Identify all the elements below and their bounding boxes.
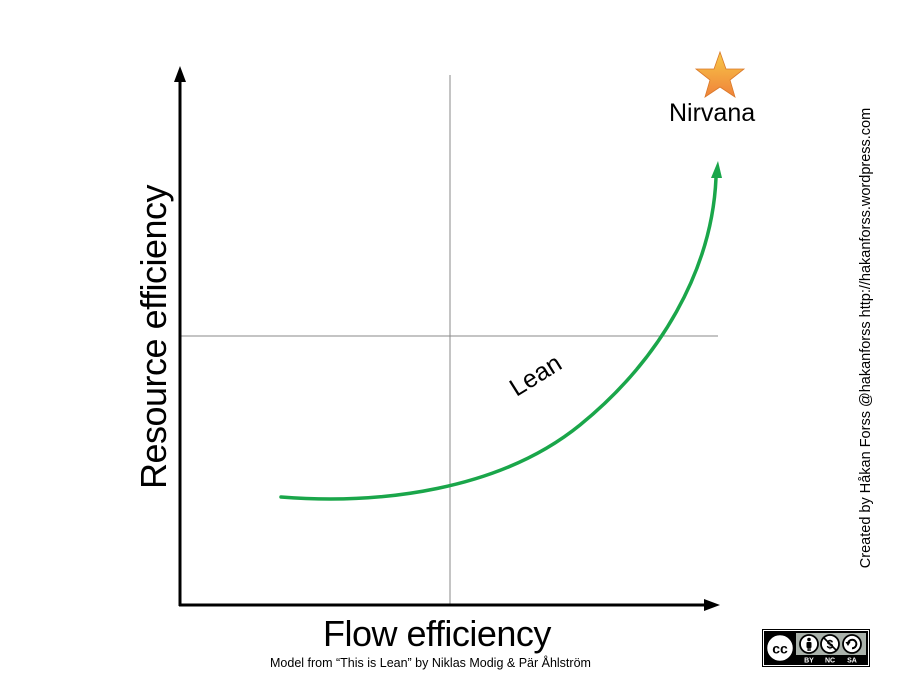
source-text: Model from “This is Lean” by Niklas Modi… [270,656,591,670]
lean-curve-arrowhead [711,161,722,178]
x-axis-arrowhead [704,599,720,611]
goal-label: Nirvana [669,99,756,127]
y-axis-label: Resource efficiency [133,185,174,489]
term-sa: SA [847,658,857,665]
creative-commons-by-nc-sa-icon: cc $ BY NC SA [762,629,870,667]
term-nc: NC [825,658,835,665]
y-axis-arrowhead [174,66,186,82]
non-commercial-icon: $ [820,634,840,654]
cc-text: cc [772,641,788,657]
star-icon [694,50,746,98]
by-icon [799,634,819,654]
term-by: BY [804,658,814,665]
credit-text: Created by Håkan Forss @hakanforss http:… [858,107,874,569]
lean-curve [279,176,718,501]
x-axis-label: Flow efficiency [323,613,551,654]
share-alike-icon [842,634,862,654]
